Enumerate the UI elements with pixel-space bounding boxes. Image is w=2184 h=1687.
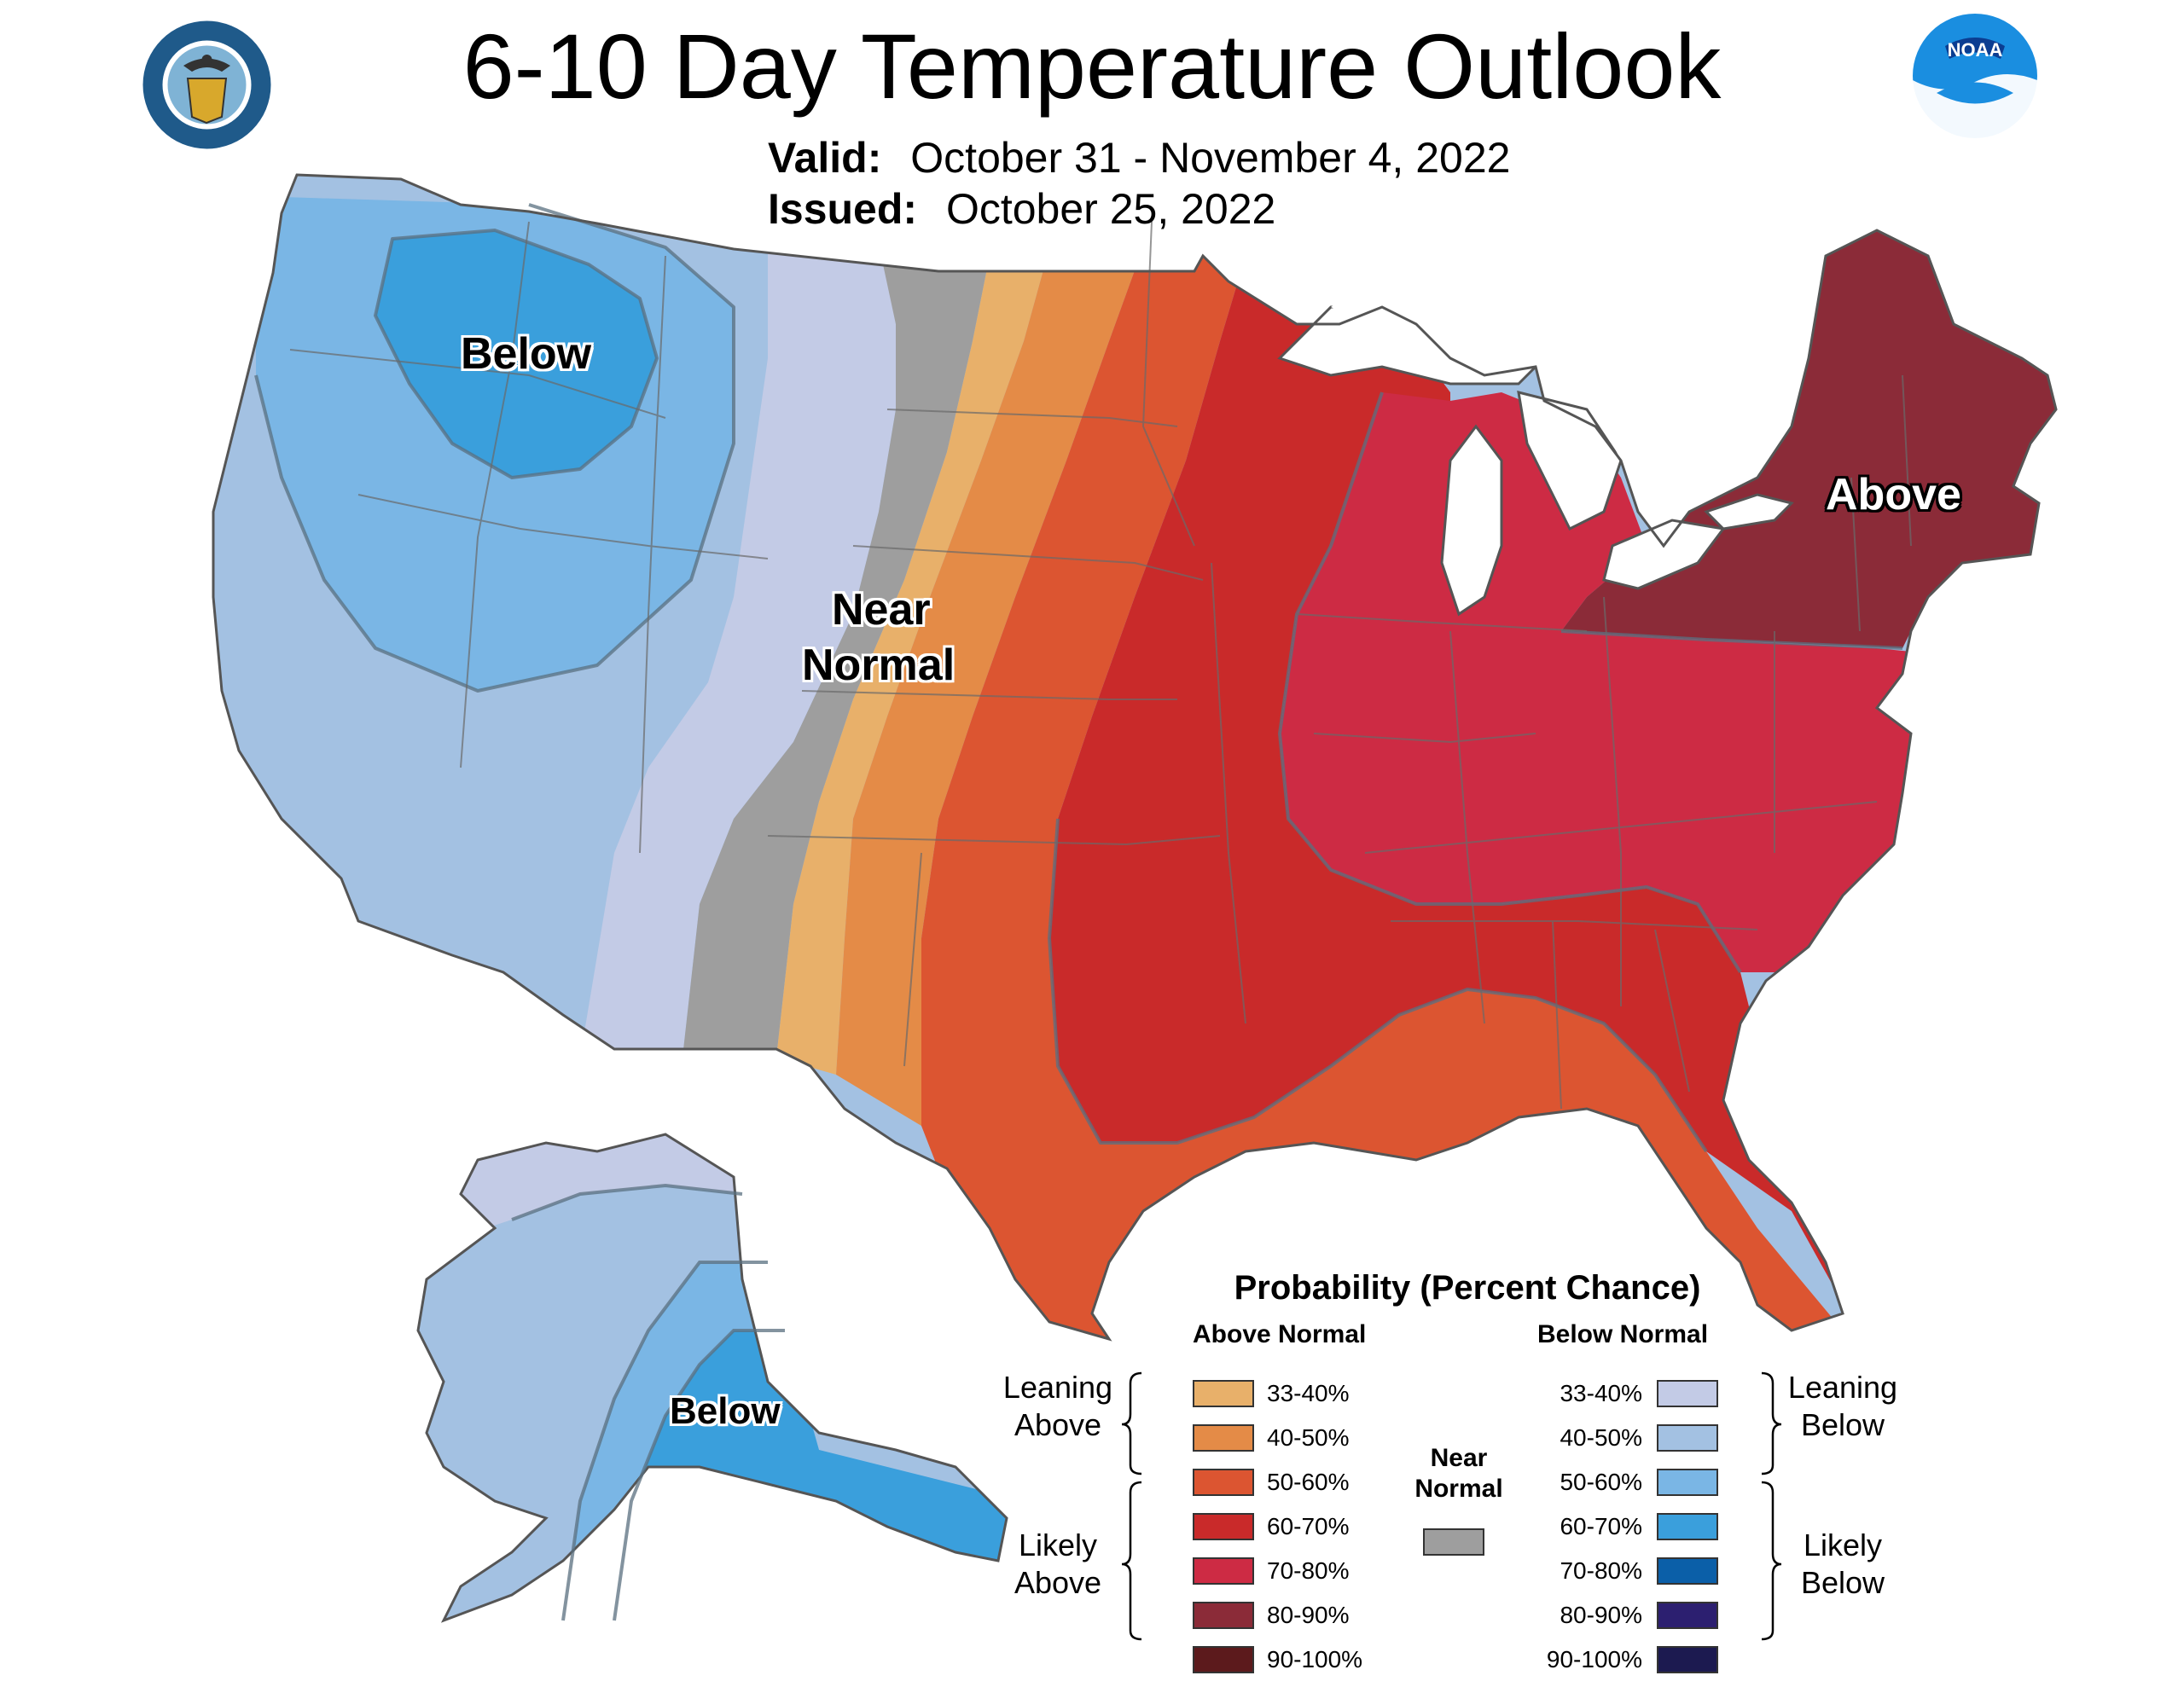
legend-above-swatch: [1193, 1646, 1254, 1673]
issued-label: Issued:: [768, 185, 918, 233]
legend-above-label: 80-90%: [1267, 1602, 1350, 1628]
legend-below-swatch: [1657, 1557, 1718, 1585]
legend-above-label: 50-60%: [1267, 1469, 1350, 1495]
legend-above-swatch: [1193, 1424, 1254, 1452]
alaska-contours: [511, 1183, 785, 1621]
label-near-normal-line2: Normal: [802, 641, 956, 690]
label-near-normal-line1: Near: [832, 585, 931, 635]
legend-below-label: 50-60%: [1560, 1469, 1642, 1495]
legend-likely-above: Likely Above: [1014, 1528, 1102, 1600]
legend-below-label: 90-100%: [1546, 1646, 1642, 1673]
legend-below-label: 33-40%: [1560, 1380, 1642, 1406]
label-above-east: Above: [1826, 470, 1961, 519]
legend-below-swatch: [1657, 1380, 1718, 1407]
legend-below-label: 70-80%: [1560, 1557, 1642, 1584]
issued-value: October 25, 2022: [945, 185, 1276, 233]
legend-below-swatch: [1657, 1602, 1718, 1629]
alaska-outline: [416, 1133, 1008, 1623]
page-title: 6-10 Day Temperature Outlook: [462, 14, 1722, 118]
probability-contours: [254, 203, 1903, 1153]
legend-above-label: 60-70%: [1267, 1513, 1350, 1539]
legend-above-label: 33-40%: [1267, 1380, 1350, 1406]
legend-near-normal-swatch: [1423, 1528, 1484, 1556]
noaa-text: NOAA: [1948, 39, 2003, 61]
conus-outline: [212, 173, 2058, 1342]
legend-below-swatch: [1657, 1424, 1718, 1452]
legend-below-swatch: [1657, 1513, 1718, 1540]
legend-above-swatch: [1193, 1557, 1254, 1585]
legend-below-label: 80-90%: [1560, 1602, 1642, 1628]
noaa-logo-icon: NOAA: [1913, 14, 2037, 140]
department-of-commerce-seal-icon: [142, 20, 271, 149]
legend-above-swatch: [1193, 1469, 1254, 1496]
valid-line: Valid: October 31 - November 4, 2022: [768, 132, 1510, 183]
legend-below-header: Below Normal: [1537, 1320, 1709, 1348]
legend-above-label: 70-80%: [1267, 1557, 1350, 1584]
valid-value: October 31 - November 4, 2022: [910, 134, 1511, 182]
legend-near-normal-header: Near Normal: [1414, 1444, 1503, 1503]
legend-title: Probability (Percent Chance): [1234, 1269, 1701, 1307]
legend-likely-below: Likely Below: [1800, 1528, 1885, 1600]
legend-below-swatch: [1657, 1469, 1718, 1496]
legend-above-header: Above Normal: [1193, 1320, 1367, 1348]
valid-label: Valid:: [768, 134, 882, 182]
legend-above-swatch: [1193, 1380, 1254, 1407]
legend-leaning-below: Leaning Below: [1787, 1370, 1898, 1442]
legend-below-label: 40-50%: [1560, 1424, 1642, 1451]
legend-above-swatch: [1193, 1513, 1254, 1540]
legend-below-swatch: [1657, 1646, 1718, 1673]
label-below-alaska: Below: [670, 1390, 781, 1432]
issued-line: Issued: October 25, 2022: [768, 183, 1275, 235]
legend-leaning-above: Leaning Above: [1002, 1370, 1113, 1442]
legend-braces: [1121, 1371, 1782, 1641]
legend-above-swatch: [1193, 1602, 1254, 1629]
legend-above-label: 90-100%: [1267, 1646, 1363, 1673]
state-borders: [289, 221, 1912, 1110]
label-below-west: Below: [461, 329, 592, 379]
legend: Probability (Percent Chance) Above Norma…: [990, 1254, 1945, 1680]
legend-above-label: 40-50%: [1267, 1424, 1350, 1451]
legend-below-label: 60-70%: [1560, 1513, 1642, 1539]
